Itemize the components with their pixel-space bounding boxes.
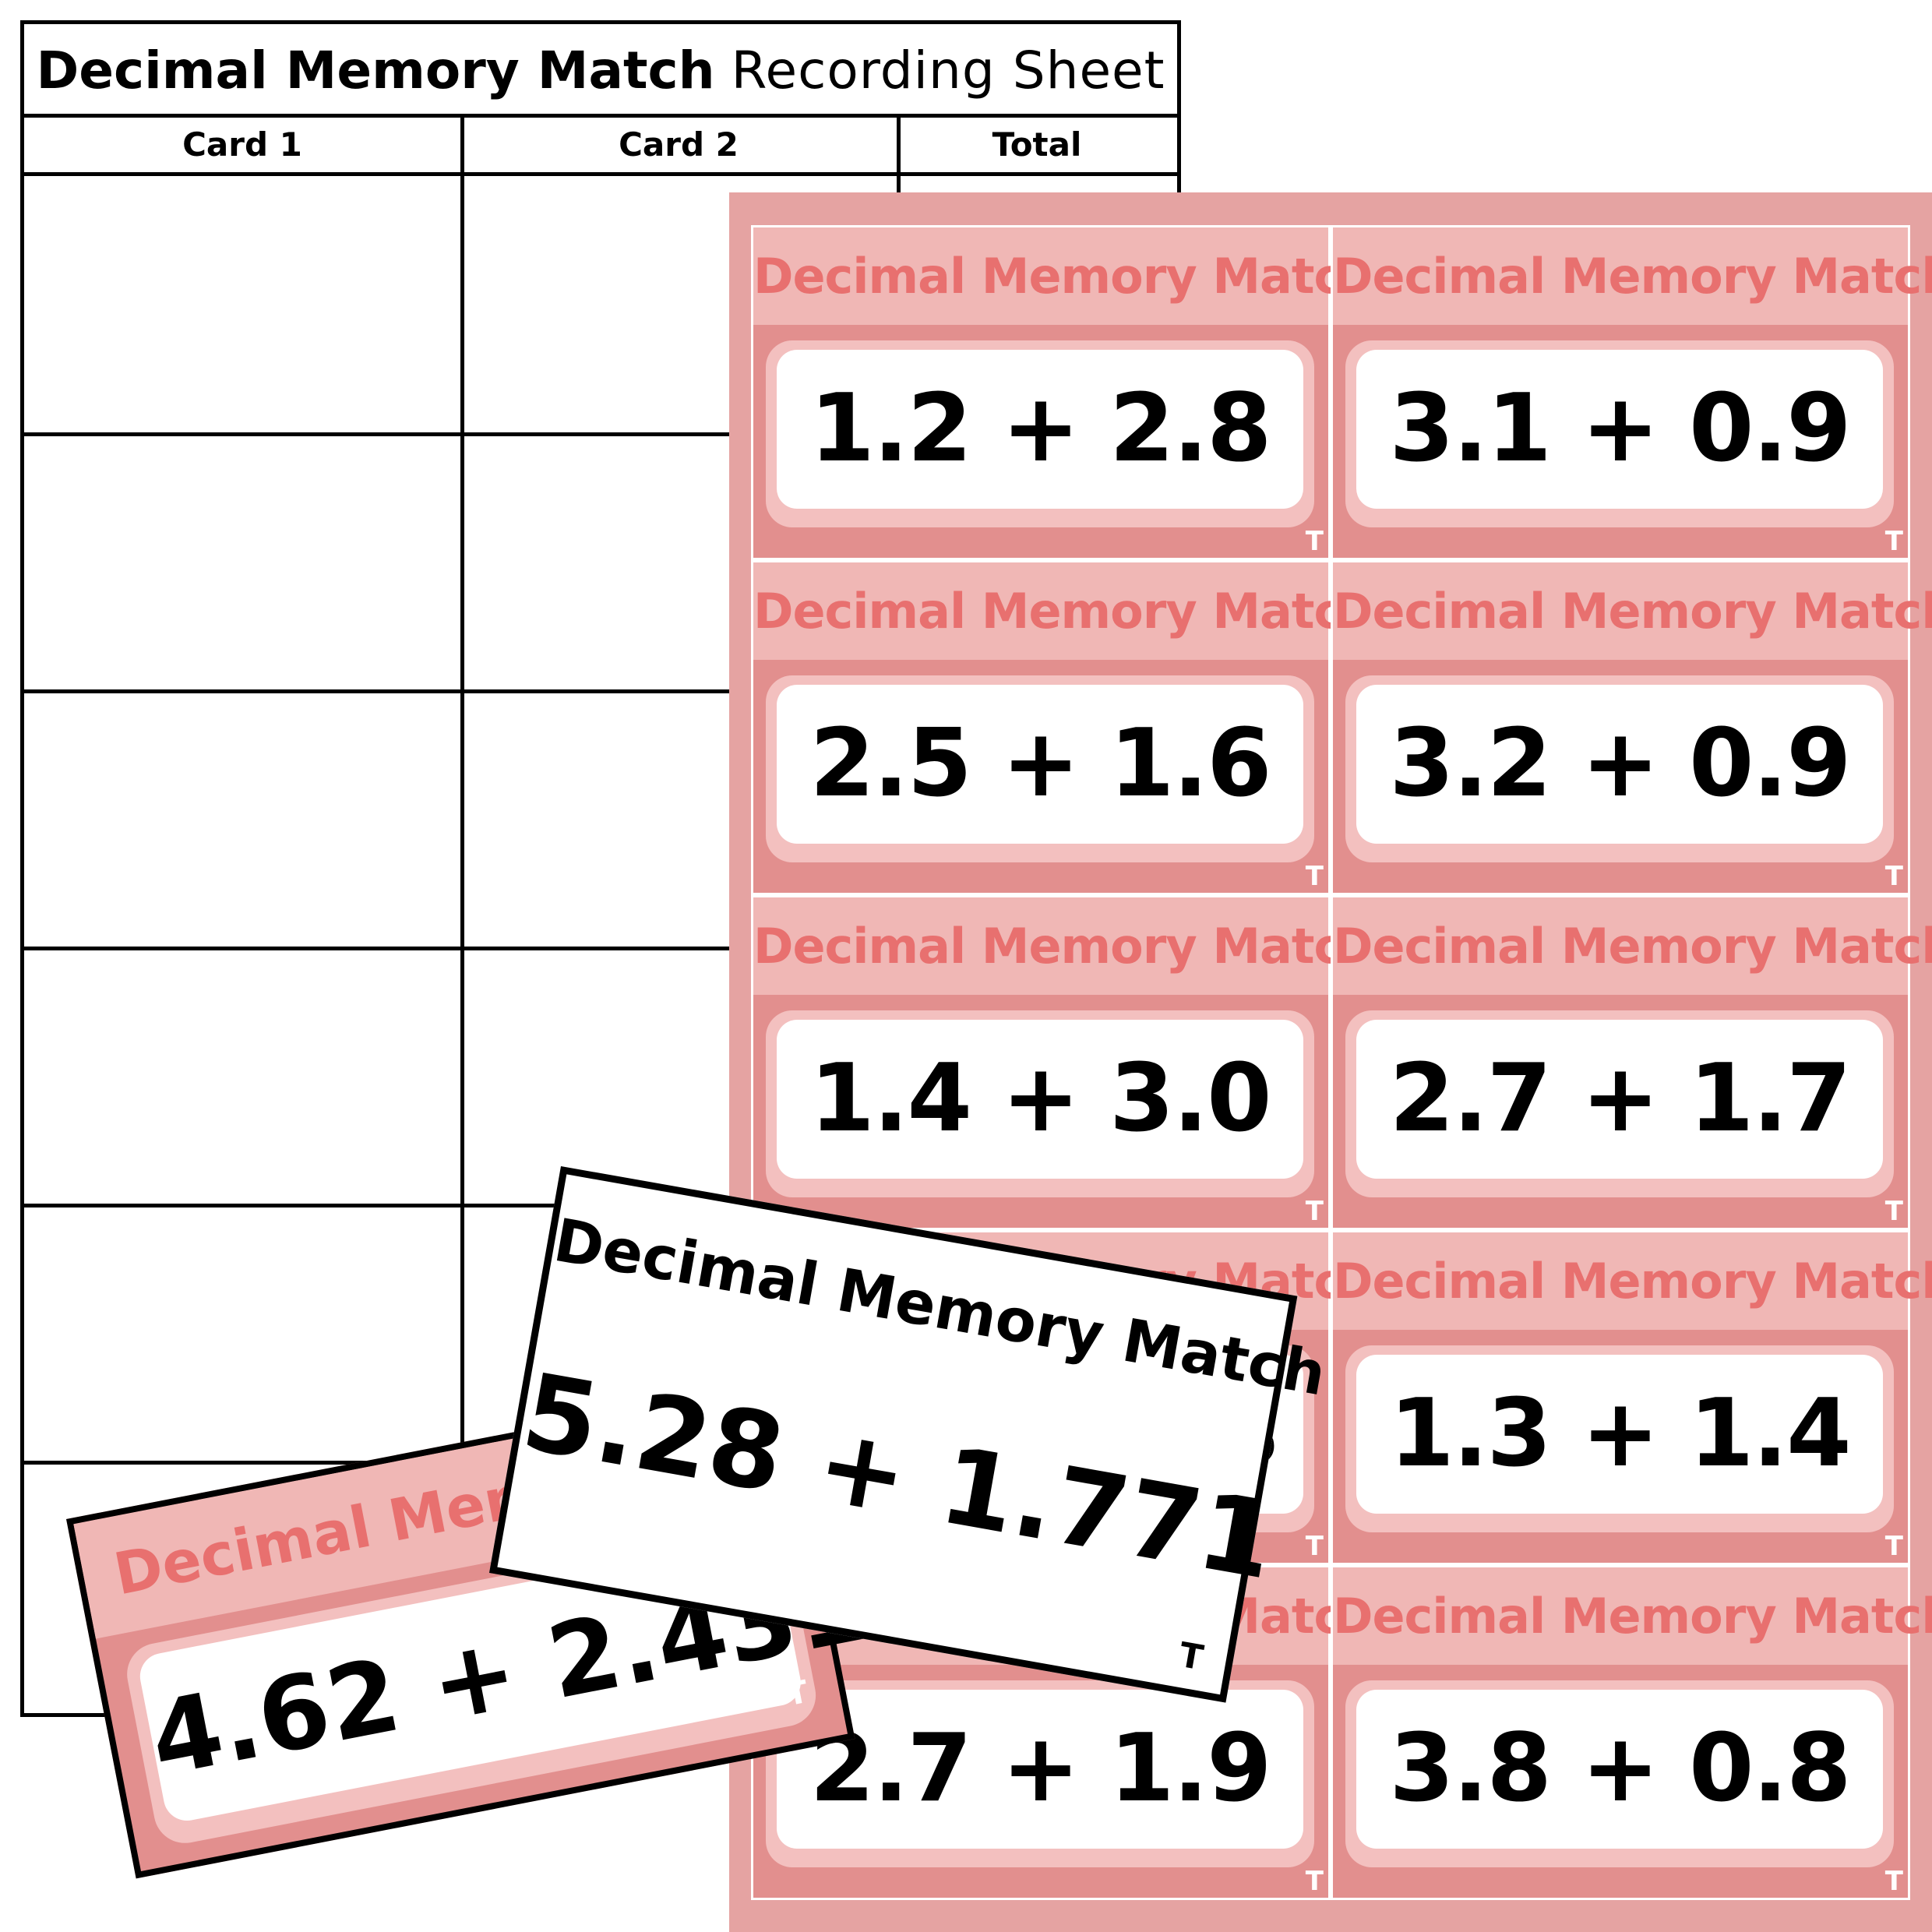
card-expression: 2.5 + 1.6 [777,685,1303,844]
card-expression: 1.3 + 1.4 [1356,1355,1883,1514]
card-mark: T [1305,1866,1324,1897]
card-expression: 3.2 + 0.9 [1356,685,1883,844]
card-expression: 2.7 + 1.7 [1356,1020,1883,1179]
card-title: Decimal Memory Match [1333,1567,1932,1665]
card-mark: T [1176,1634,1207,1679]
card-mark: T [1305,861,1324,892]
row-divider [24,689,1177,693]
card-title: Decimal Memory Match [753,897,1376,995]
card-expression: 2.7 + 1.9 [777,1690,1303,1849]
card-title: Decimal Memory Match [1333,1232,1932,1330]
card-sheet: Decimal Memory Match 1.2 + 2.8 T Decimal… [729,192,1932,1932]
card-mark: T [1884,1531,1903,1562]
card-mark: T [1884,526,1903,557]
card-expression: 1.4 + 3.0 [777,1020,1303,1179]
column-divider [460,118,464,1721]
column-header-card1: Card 1 [24,118,460,176]
card-expression: 3.1 + 0.9 [1356,350,1883,509]
memory-card[interactable]: Decimal Memory Match 1.4 + 3.0 T [751,895,1376,1230]
row-divider [24,947,1177,950]
sheet-title-bold: Decimal Memory Match [36,41,715,100]
column-header-total: Total [897,118,1177,176]
card-mark: T [1305,1531,1324,1562]
card-mark: T [1884,1866,1903,1897]
card-mark: T [1884,861,1903,892]
card-title: Decimal Memory Match [1333,562,1932,660]
card-mark: T [1305,1196,1324,1227]
memory-card[interactable]: Decimal Memory Match 1.2 + 2.8 T [751,225,1376,560]
memory-card[interactable]: Decimal Memory Match 3.1 + 0.9 T [1331,225,1932,560]
sheet-title: Decimal Memory Match Recording Sheet [24,24,1177,118]
memory-card[interactable]: Decimal Memory Match 3.2 + 0.9 T [1331,560,1932,895]
card-title: Decimal Memory Match [1333,897,1932,995]
card-expression: 3.8 + 0.8 [1356,1690,1883,1849]
card-mark: T [1884,1196,1903,1227]
card-mark: T [1305,526,1324,557]
column-header-card2: Card 2 [460,118,897,176]
memory-card[interactable]: Decimal Memory Match 2.7 + 1.7 T [1331,895,1932,1230]
card-title: Decimal Memory Match [753,227,1376,325]
card-title: Decimal Memory Match [753,562,1376,660]
memory-card[interactable]: Decimal Memory Match 1.3 + 1.4 T [1331,1230,1932,1565]
memory-card[interactable]: Decimal Memory Match 2.5 + 1.6 T [751,560,1376,895]
card-title: Decimal Memory Match [1333,227,1932,325]
memory-card[interactable]: Decimal Memory Match 3.8 + 0.8 T [1331,1565,1932,1900]
sheet-title-light: Recording Sheet [731,41,1165,100]
row-divider [24,432,1177,436]
card-expression: 1.2 + 2.8 [777,350,1303,509]
card-expression: 5.28 + 1.771 [513,1350,1283,1604]
